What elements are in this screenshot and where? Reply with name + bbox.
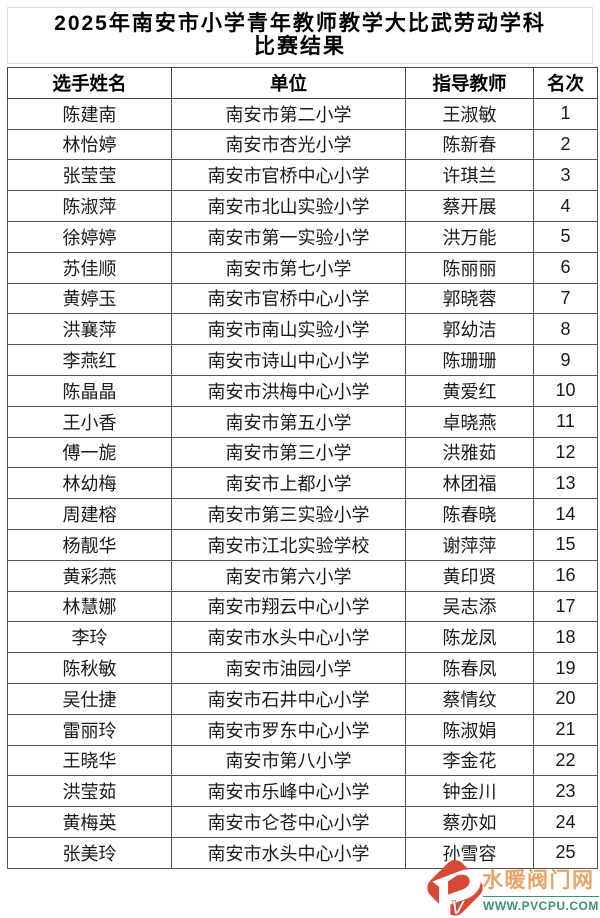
svg-text:V: V <box>451 897 466 918</box>
